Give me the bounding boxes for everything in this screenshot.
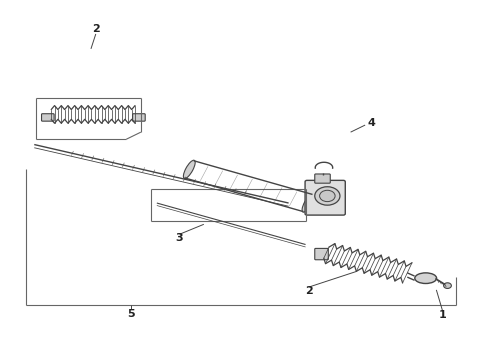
- FancyBboxPatch shape: [315, 248, 328, 260]
- FancyBboxPatch shape: [315, 174, 330, 183]
- FancyBboxPatch shape: [42, 114, 54, 121]
- Ellipse shape: [302, 194, 314, 212]
- Circle shape: [319, 190, 335, 202]
- Text: 5: 5: [127, 309, 135, 319]
- FancyBboxPatch shape: [133, 114, 145, 121]
- Ellipse shape: [183, 160, 195, 179]
- Ellipse shape: [415, 273, 437, 283]
- Text: 1: 1: [439, 310, 446, 320]
- Circle shape: [315, 187, 340, 205]
- FancyBboxPatch shape: [305, 180, 345, 215]
- Text: 3: 3: [176, 234, 183, 243]
- Text: 4: 4: [368, 118, 376, 128]
- Text: 2: 2: [92, 24, 99, 34]
- Text: 2: 2: [305, 285, 313, 296]
- Circle shape: [443, 283, 451, 288]
